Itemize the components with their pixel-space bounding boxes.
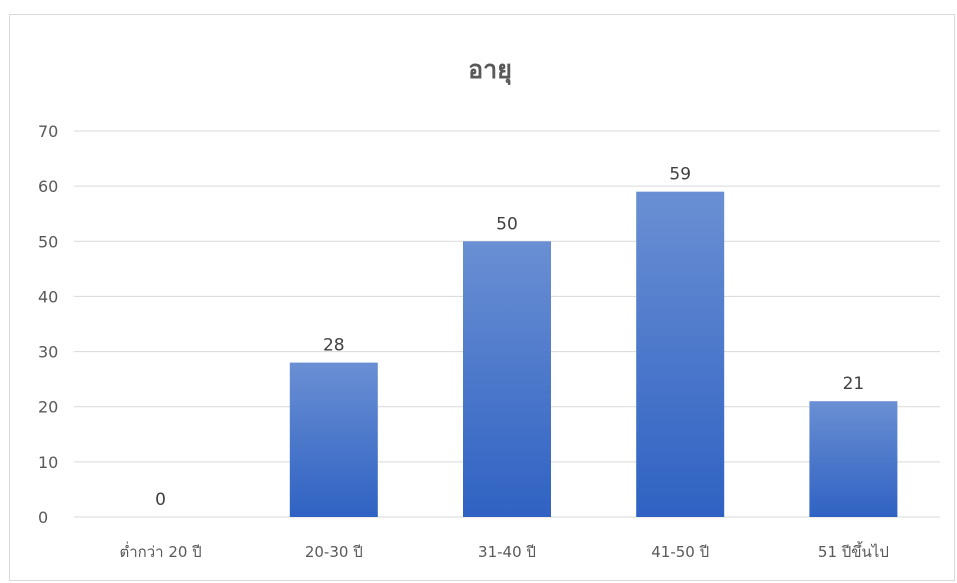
- bar-value-label: 59: [669, 165, 691, 185]
- bar: [809, 401, 898, 517]
- chart-title: อายุ: [468, 55, 512, 86]
- data-labels: 0 28 50 59 21: [155, 165, 864, 510]
- bar-value-label: 21: [843, 374, 865, 394]
- y-tick-label: 0: [38, 508, 48, 527]
- y-axis-ticks: 0 10 20 30 40 50 60 70: [38, 122, 58, 527]
- bar-value-label: 0: [155, 490, 166, 510]
- x-category-label: ต่ำกว่า 20 ปี: [119, 541, 201, 561]
- y-tick-label: 50: [38, 232, 58, 251]
- bar: [463, 241, 551, 518]
- bar-value-label: 50: [496, 214, 518, 234]
- y-tick-label: 20: [38, 398, 58, 417]
- y-tick-label: 30: [38, 343, 58, 362]
- x-category-label: 51 ปีขึ้นไป: [818, 541, 889, 561]
- bar: [289, 362, 378, 517]
- y-tick-label: 70: [38, 122, 58, 141]
- bar: [636, 191, 725, 517]
- y-tick-label: 10: [38, 453, 58, 472]
- x-category-label: 41-50 ปี: [651, 543, 709, 561]
- bar-value-label: 28: [323, 336, 345, 356]
- x-axis-categories: ต่ำกว่า 20 ปี 20-30 ปี 31-40 ปี 41-50 ปี 51 …: [119, 541, 888, 561]
- y-tick-label: 40: [38, 287, 58, 306]
- bars: [289, 191, 898, 518]
- x-category-label: 31-40 ปี: [478, 543, 536, 561]
- y-tick-label: 60: [38, 177, 58, 196]
- x-category-label: 20-30 ปี: [305, 543, 363, 561]
